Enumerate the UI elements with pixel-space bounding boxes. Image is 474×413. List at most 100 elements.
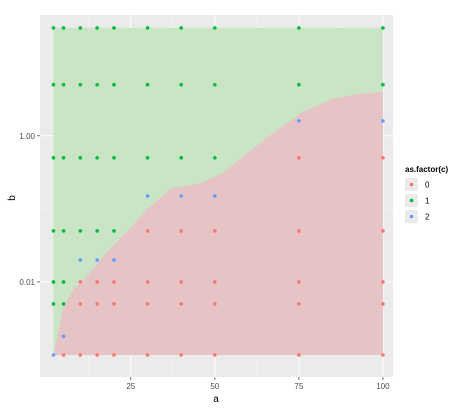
point-class-0: [112, 353, 116, 357]
point-class-0: [297, 280, 301, 284]
point-class-0: [78, 302, 83, 306]
y-tick-label: 1.00: [19, 132, 35, 141]
point-class-2: [61, 334, 66, 339]
point-class-1: [297, 26, 301, 30]
data-points: [51, 26, 385, 357]
point-class-1: [179, 82, 183, 87]
point-class-1: [61, 302, 66, 306]
point-class-1: [51, 155, 56, 160]
point-class-0: [95, 353, 99, 357]
x-tick-label: 25: [126, 382, 135, 391]
x-axis-title: a: [213, 394, 219, 405]
point-class-1: [61, 229, 66, 233]
point-class-0: [95, 280, 99, 284]
point-class-0: [381, 302, 385, 306]
point-class-1: [51, 229, 56, 233]
y-axis-title: b: [7, 195, 18, 201]
point-class-1: [61, 280, 66, 284]
point-class-2: [179, 194, 183, 198]
point-class-0: [112, 302, 116, 306]
point-class-1: [51, 280, 56, 284]
point-class-0: [78, 353, 83, 357]
point-class-1: [179, 155, 183, 160]
x-axis-ticks: 25 50 75 100: [126, 377, 390, 391]
point-class-1: [213, 155, 217, 160]
point-class-1: [95, 82, 99, 87]
point-class-1: [213, 26, 217, 30]
point-class-1: [297, 82, 301, 87]
point-class-1: [112, 229, 116, 233]
point-class-1: [78, 229, 83, 233]
point-class-1: [95, 26, 99, 30]
point-class-1: [112, 155, 116, 160]
point-class-0: [381, 155, 385, 160]
point-class-0: [213, 302, 217, 306]
point-class-0: [179, 302, 183, 306]
point-class-0: [213, 353, 217, 357]
y-tick-label: 0.01: [19, 278, 35, 287]
point-class-1: [61, 82, 66, 87]
legend-label: 2: [425, 213, 430, 222]
point-class-2: [95, 258, 99, 262]
point-class-1: [145, 82, 150, 87]
point-class-1: [51, 302, 56, 306]
point-class-1: [51, 26, 56, 30]
legend-key-point: [409, 198, 414, 203]
point-class-0: [145, 280, 150, 284]
point-class-1: [112, 26, 116, 30]
point-class-0: [381, 353, 385, 357]
point-class-0: [179, 229, 183, 233]
legend-label: 1: [425, 197, 430, 206]
point-class-2: [213, 194, 217, 198]
point-class-0: [213, 229, 217, 233]
legend-entry-1: 1: [405, 194, 430, 207]
point-class-1: [51, 82, 56, 87]
point-class-1: [381, 82, 385, 87]
point-class-0: [179, 353, 183, 357]
legend-key-point: [409, 214, 414, 219]
legend-entry-2: 2: [405, 210, 430, 223]
x-tick-label: 50: [210, 382, 219, 391]
point-class-1: [179, 26, 183, 30]
legend-entries: 0 1 2: [405, 178, 430, 223]
point-class-0: [145, 229, 150, 233]
y-axis-ticks: 1.00 0.01: [19, 132, 40, 287]
point-class-0: [297, 155, 301, 160]
point-class-0: [78, 280, 83, 284]
point-class-1: [78, 82, 83, 87]
x-tick-label: 100: [376, 382, 390, 391]
decision-regions: [53, 27, 383, 356]
point-class-0: [145, 302, 150, 306]
point-class-0: [381, 229, 385, 233]
point-class-0: [61, 353, 66, 357]
point-class-1: [61, 155, 66, 160]
legend-title: as.factor(c): [405, 165, 448, 174]
point-class-1: [95, 155, 99, 160]
point-class-2: [145, 194, 150, 198]
point-class-0: [213, 280, 217, 284]
point-class-0: [95, 302, 99, 306]
legend-key-point: [409, 182, 414, 187]
point-class-1: [145, 26, 150, 30]
point-class-0: [179, 280, 183, 284]
legend-entry-0: 0: [405, 178, 430, 191]
point-class-2: [381, 119, 385, 123]
legend-label: 0: [425, 181, 430, 190]
point-class-0: [297, 229, 301, 233]
point-class-0: [297, 353, 301, 357]
point-class-1: [78, 26, 83, 30]
point-class-1: [61, 26, 66, 30]
point-class-0: [145, 353, 150, 357]
point-class-2: [112, 258, 116, 262]
point-class-2: [78, 258, 83, 262]
point-class-0: [297, 302, 301, 306]
point-class-1: [213, 82, 217, 87]
point-class-1: [95, 229, 99, 233]
point-class-2: [297, 119, 301, 123]
point-class-2: [51, 353, 56, 357]
point-class-0: [381, 280, 385, 284]
legend: as.factor(c) 0 1 2: [405, 165, 448, 223]
point-class-0: [112, 280, 116, 284]
x-tick-label: 75: [294, 382, 303, 391]
